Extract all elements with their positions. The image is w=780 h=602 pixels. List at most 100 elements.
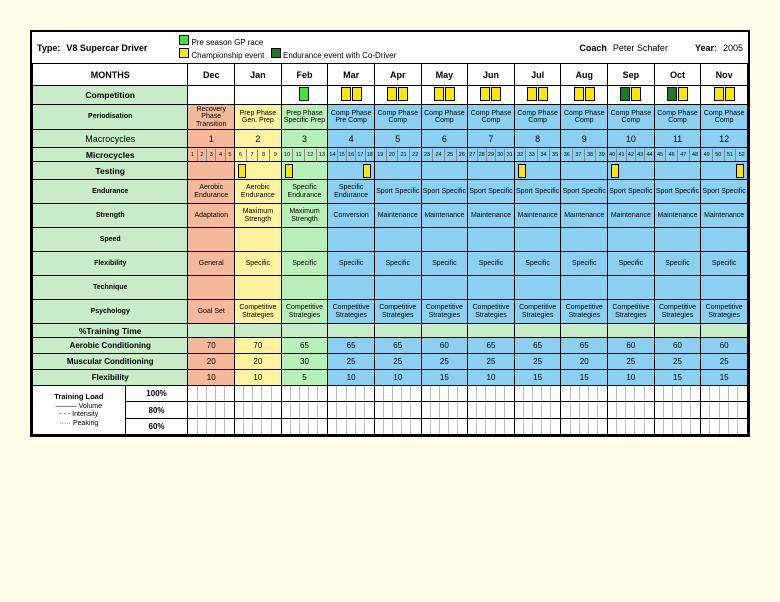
row-periodisation: Periodisation: [33, 105, 188, 130]
load-cell: [468, 418, 515, 434]
month-header: Feb: [281, 64, 328, 86]
load-cell: [374, 402, 421, 418]
competition-cell: [188, 86, 235, 105]
row-flexibility-cell: Specific: [468, 252, 515, 276]
header-row-1: Type: V8 Supercar Driver Pre season GP r…: [32, 32, 748, 63]
month-header: Dec: [188, 64, 235, 86]
row-testing: Testing: [33, 162, 188, 180]
micro-cell: 23242526: [421, 148, 468, 162]
pct-header-cell: [188, 324, 235, 338]
macro-cell: 7: [468, 130, 515, 148]
competition-cell: [328, 86, 375, 105]
row-endurance-cell: Sport Specific: [514, 180, 561, 204]
row-speed-cell: [281, 228, 328, 252]
row-muscular: Muscular Conditioning: [33, 354, 188, 370]
row-psychology-cell: Competitive Strategies: [701, 300, 748, 324]
row-strength-cell: Maintenance: [561, 204, 608, 228]
load-cell: [514, 402, 561, 418]
row-muscular-cell: 20: [188, 354, 235, 370]
row-speed-cell: [608, 228, 655, 252]
row-pct-training: %Training Time: [33, 324, 188, 338]
pct-header-cell: [654, 324, 701, 338]
competition-cell: [514, 86, 561, 105]
load-cell: [654, 402, 701, 418]
macro-cell: 11: [654, 130, 701, 148]
pct-header-cell: [514, 324, 561, 338]
row-flexibility-cell: Specific: [561, 252, 608, 276]
testing-cell: [654, 162, 701, 180]
row-strength-cell: Maximum Strength: [281, 204, 328, 228]
month-header: May: [421, 64, 468, 86]
load-cell: [374, 418, 421, 434]
row-technique-cell: [561, 276, 608, 300]
row-technique-cell: [235, 276, 282, 300]
month-header: Nov: [701, 64, 748, 86]
macro-cell: 10: [608, 130, 655, 148]
load-cell: [701, 386, 748, 402]
row-muscular-cell: 25: [701, 354, 748, 370]
testing-cell: [561, 162, 608, 180]
plan-table: MONTHSDecJanFebMarAprMayJunJulAugSepOctN…: [32, 63, 748, 435]
row-strength-cell: Maintenance: [608, 204, 655, 228]
load-cell: [561, 402, 608, 418]
row-aerobic-cell: 70: [235, 338, 282, 354]
pct-header-cell: [421, 324, 468, 338]
load-cell: [188, 402, 235, 418]
load-cell: [235, 418, 282, 434]
load-cell: [608, 386, 655, 402]
row-psychology-cell: Competitive Strategies: [374, 300, 421, 324]
testing-cell: [514, 162, 561, 180]
row-speed-cell: [188, 228, 235, 252]
row-psychology-cell: Competitive Strategies: [235, 300, 282, 324]
row-strength-cell: Adaptation: [188, 204, 235, 228]
month-header: Mar: [328, 64, 375, 86]
micro-cell: 45464748: [654, 148, 701, 162]
legend: Pre season GP raceChampionship event End…: [179, 35, 396, 60]
row-technique-cell: [468, 276, 515, 300]
row-training-load: Training Load ——— Volume - - - Intensity…: [33, 386, 188, 435]
load-cell: [374, 386, 421, 402]
row-aerobic-cell: 60: [608, 338, 655, 354]
row-technique-cell: [421, 276, 468, 300]
row-aerobic-cell: 65: [374, 338, 421, 354]
row-psychology-cell: Competitive Strategies: [421, 300, 468, 324]
row-aerobic-cell: 60: [654, 338, 701, 354]
row-strength-cell: Maintenance: [468, 204, 515, 228]
load-cell: [608, 402, 655, 418]
macro-cell: 12: [701, 130, 748, 148]
periodisation-cell: Prep Phase Gen. Prep: [235, 105, 282, 130]
load-cell: [235, 386, 282, 402]
row-muscular-cell: 30: [281, 354, 328, 370]
macro-cell: 2: [235, 130, 282, 148]
row-psychology-cell: Competitive Strategies: [514, 300, 561, 324]
row-technique-cell: [608, 276, 655, 300]
row-speed: Speed: [33, 228, 188, 252]
row-strength-cell: Maintenance: [514, 204, 561, 228]
month-header: Apr: [374, 64, 421, 86]
row-strength-cell: Maintenance: [374, 204, 421, 228]
periodisation-cell: Comp Phase Comp: [561, 105, 608, 130]
periodisation-cell: Prep Phase Specific Prep: [281, 105, 328, 130]
training-plan: Type: V8 Supercar Driver Pre season GP r…: [30, 30, 750, 437]
macro-cell: 9: [561, 130, 608, 148]
row-flex-pct-cell: 10: [188, 370, 235, 386]
pct-header-cell: [701, 324, 748, 338]
competition-cell: [281, 86, 328, 105]
periodisation-cell: Comp Phase Comp: [374, 105, 421, 130]
testing-cell: [374, 162, 421, 180]
pct-header-cell: [281, 324, 328, 338]
micro-cell: 12345: [188, 148, 235, 162]
row-flexibility-cell: Specific: [608, 252, 655, 276]
row-psychology-cell: Competitive Strategies: [281, 300, 328, 324]
row-muscular-cell: 25: [514, 354, 561, 370]
row-aerobic-cell: 65: [561, 338, 608, 354]
row-speed-cell: [235, 228, 282, 252]
row-competition: Competition: [33, 86, 188, 105]
row-psychology-cell: Competitive Strategies: [468, 300, 515, 324]
periodisation-cell: Comp Phase Comp: [654, 105, 701, 130]
periodisation-cell: Comp Phase Comp: [514, 105, 561, 130]
row-technique-cell: [328, 276, 375, 300]
row-endurance-cell: Sport Specific: [374, 180, 421, 204]
row-endurance-cell: Sport Specific: [561, 180, 608, 204]
row-flex-pct-cell: 10: [468, 370, 515, 386]
